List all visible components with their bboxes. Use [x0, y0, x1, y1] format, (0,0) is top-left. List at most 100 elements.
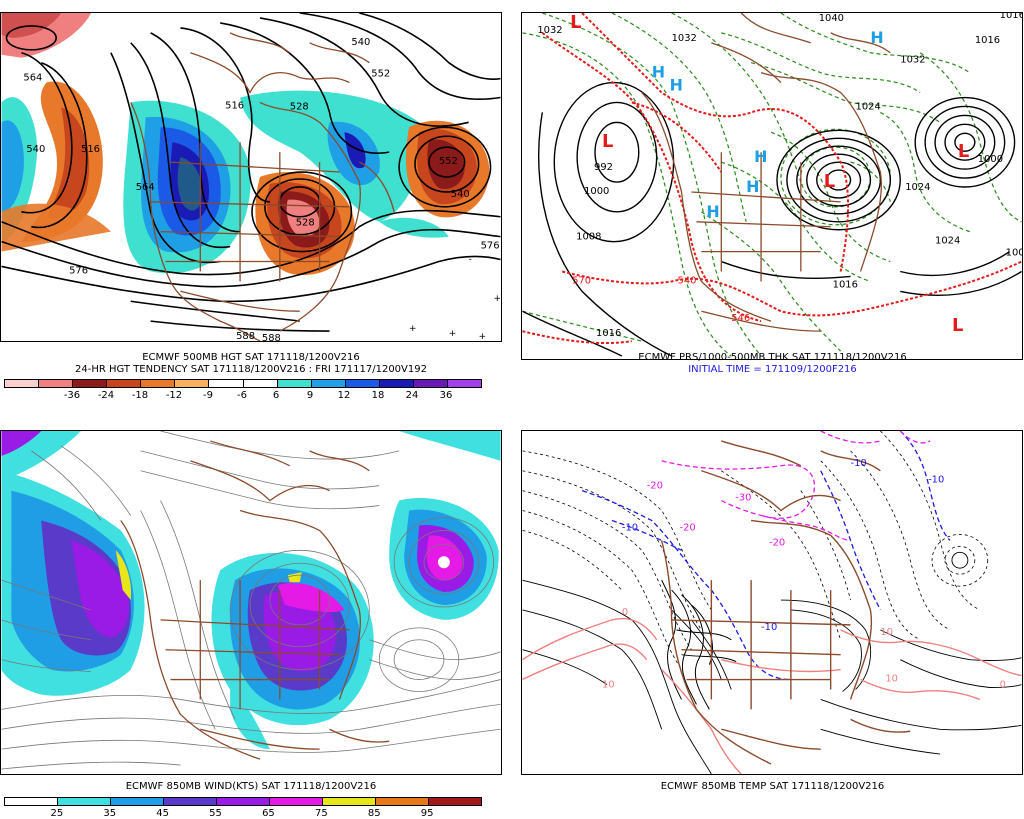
panel-850mb-temp: -20 -20 -30 -20 -10 -10 -10 -10 0 10 10 …	[521, 430, 1024, 819]
contour-label: 540	[351, 37, 370, 48]
colorbar-label: 85	[367, 808, 381, 819]
contour-label: 516	[225, 100, 244, 111]
temp-label: 10	[602, 680, 615, 691]
isobars	[522, 81, 1022, 357]
colorbar-swatch	[111, 798, 164, 805]
colorbar-label: 18	[371, 390, 385, 401]
contour-label: 552	[439, 156, 458, 167]
panel-subtitle: 24-HR HGT TENDENCY SAT 171118/1200V216 :…	[75, 364, 427, 375]
temp-label: -20	[769, 537, 785, 548]
colorbar-label: 36	[439, 390, 453, 401]
svg-text:+: +	[479, 332, 487, 342]
contour-label: 588	[262, 333, 281, 342]
temp-label: -10	[622, 522, 638, 533]
contour-label: 528	[290, 101, 309, 112]
colorbar-label: 12	[337, 390, 351, 401]
contour-label: 576	[69, 265, 88, 276]
panel-title: ECMWF 500MB HGT SAT 171118/1200V216	[142, 352, 360, 363]
tendency-blue-north	[240, 90, 422, 222]
colorbar-label: -24	[97, 390, 115, 401]
isotherms-rockies	[661, 579, 737, 710]
isobar-label: 1024	[905, 182, 930, 193]
colorbar-label: -36	[63, 390, 81, 401]
panel-850mb-wind: ECMWF 850MB WIND(KTS) SAT 171118/1200V21…	[0, 430, 502, 819]
colorbar-swatch	[270, 798, 323, 805]
isobar-label: 1040	[819, 13, 844, 24]
map-850mb-wind	[0, 430, 502, 775]
colorbar-swatch	[429, 798, 481, 805]
low-pressure-symbol: L	[958, 141, 969, 162]
low-pressure-symbol: L	[824, 171, 835, 192]
temp-label: 10	[880, 627, 893, 638]
isobar-label: 1008	[576, 232, 601, 243]
contour-label: 564	[136, 182, 155, 193]
contour-label: 576	[481, 241, 500, 252]
colorbar-label: 6	[272, 390, 280, 401]
contour-label: 540	[451, 189, 470, 200]
colorbar-label: -12	[165, 390, 183, 401]
colorbar-swatch	[141, 380, 176, 387]
colorbar-swatch	[164, 798, 217, 805]
colorbar-label: 24	[405, 390, 419, 401]
thickness-label: 540	[678, 275, 697, 286]
isobar-label: 1032	[537, 25, 562, 36]
colorbar-label: -9	[203, 390, 213, 401]
colorbar-swatch	[5, 380, 40, 387]
low-pressure-symbol: L	[952, 315, 963, 336]
contour-label: 552	[371, 69, 390, 80]
svg-text:+: +	[449, 329, 457, 339]
temp-label: -10	[761, 622, 777, 633]
colorbar-swatch	[379, 380, 414, 387]
coastlines	[660, 440, 911, 765]
isobar-label: 1000	[584, 186, 609, 197]
colorbar-label: 65	[262, 808, 275, 819]
colorbar-swatch	[277, 380, 312, 387]
contour-label: 540	[26, 144, 45, 155]
colorbar-swatch	[448, 380, 482, 387]
high-pressure-symbol: H	[746, 177, 759, 196]
panel-title: ECMWF 850MB TEMP SAT 171118/1200V216	[660, 781, 885, 792]
colorbar-swatch	[243, 380, 278, 387]
isobar-label: 1032	[900, 55, 925, 66]
colorbar-swatch	[58, 798, 111, 805]
high-pressure-symbol: H	[754, 147, 767, 166]
temp-label: 0	[622, 607, 628, 618]
isotherm-plus10	[522, 618, 1022, 774]
high-pressure-symbol: H	[706, 202, 719, 221]
high-pressure-symbol: H	[870, 28, 883, 47]
low-pressure-symbol: L	[570, 12, 581, 33]
temp-label: -10	[928, 475, 944, 486]
isobar-label: 1016	[596, 328, 621, 339]
low-pressure-symbol: L	[602, 131, 613, 152]
colorbar-height-tendency	[4, 379, 482, 388]
isobar-label: 1016	[975, 35, 1000, 46]
colorbar-swatch	[311, 380, 346, 387]
colorbar-swatch	[217, 798, 270, 805]
colorbar-swatch	[39, 380, 74, 387]
colorbar-label: 25	[50, 808, 64, 819]
coastlines	[130, 32, 395, 341]
colorbar-label: 35	[103, 808, 117, 819]
colorbar-swatch	[376, 798, 429, 805]
isobar-label: 1024	[935, 236, 960, 247]
contour-label: 564	[23, 73, 42, 84]
temp-label: -20	[647, 481, 663, 492]
panel-title: ECMWF PRS/1000-500MB THK SAT 171118/1200…	[638, 352, 907, 363]
isobar-label: 1024	[856, 101, 881, 112]
colorbar-label: 9	[306, 390, 314, 401]
svg-text:+: +	[409, 324, 417, 334]
colorbar-labels: 25 35 45 55 65 75 85 95	[4, 808, 480, 819]
colorbar-swatch	[345, 380, 380, 387]
colorbar-swatch	[323, 798, 376, 805]
colorbar-swatch	[107, 380, 142, 387]
colorbar-label: 95	[420, 808, 434, 819]
high-pressure-symbol: H	[670, 76, 683, 95]
colorbar-label: -6	[237, 390, 247, 401]
map-pressure-thickness: H H H H H H L L L L L 1032 1040 1032 101…	[521, 12, 1023, 360]
svg-text:-: -	[469, 254, 472, 264]
thickness-label: 570	[572, 275, 591, 286]
isobar-label: 1016	[1000, 12, 1023, 21]
colorbar-swatch	[5, 798, 58, 805]
high-pressure-symbol: H	[652, 63, 665, 82]
isobar-label: 1000	[978, 154, 1003, 165]
